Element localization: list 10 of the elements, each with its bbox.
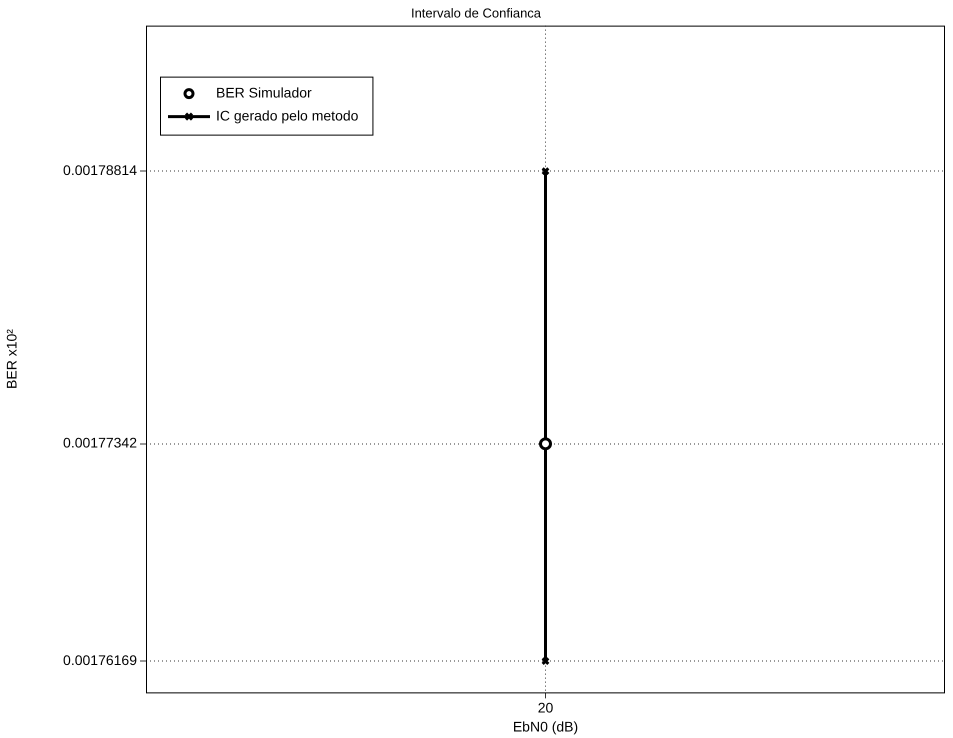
y-tick-label: 0.00176169: [63, 652, 138, 668]
y-tick-label: 0.00177342: [63, 434, 138, 451]
legend-label: IC gerado pelo metodo: [216, 107, 359, 124]
x-tick-label: 20: [538, 700, 554, 716]
legend-label: BER Simulador: [216, 84, 312, 100]
y-axis-title: BER x10²: [3, 328, 20, 389]
chart-title: Intervalo de Confianca: [410, 5, 542, 20]
point: [539, 437, 552, 450]
y-tick-label: 0.00178814: [63, 162, 138, 178]
x-axis-title: EbN0 (dB): [512, 718, 578, 734]
